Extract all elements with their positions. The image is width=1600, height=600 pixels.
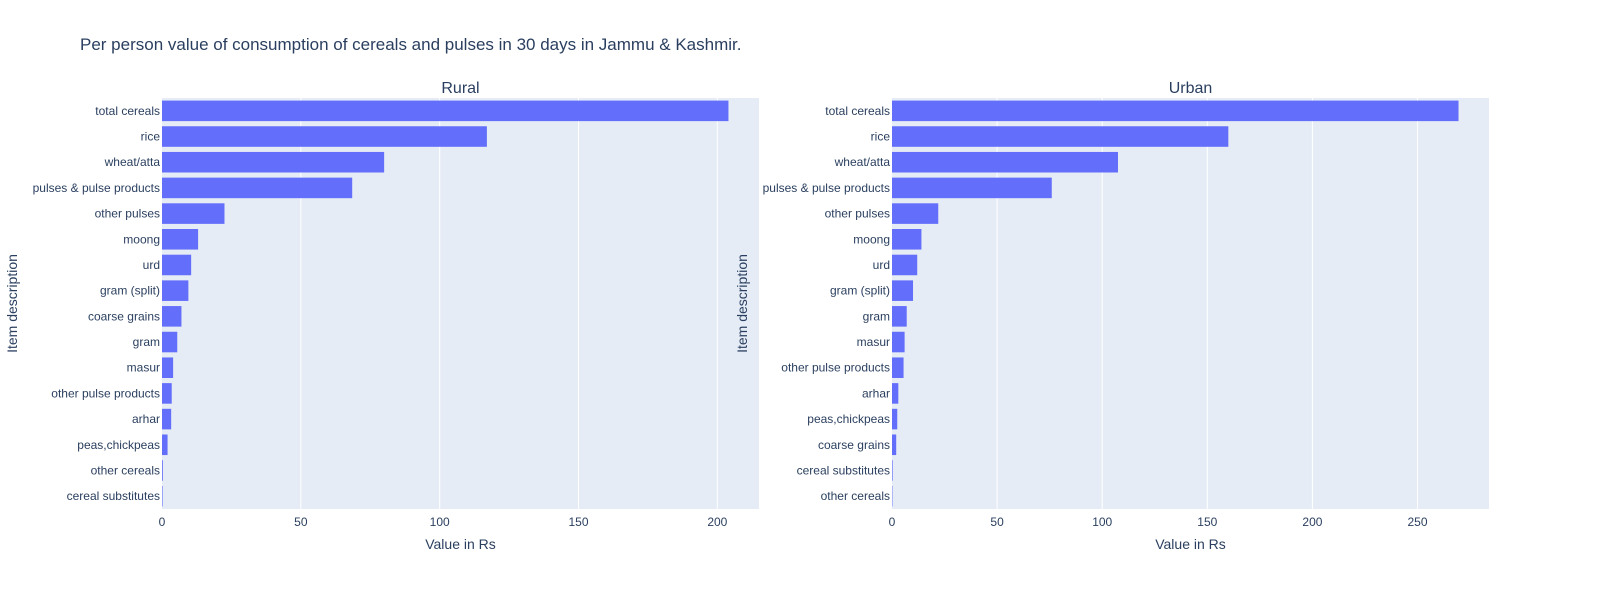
subplot-title: Rural	[441, 80, 479, 97]
bar	[162, 229, 199, 250]
y-tick-label: coarse grains	[818, 438, 890, 452]
x-tick-label: 250	[1408, 515, 1428, 529]
x-tick-label: 100	[430, 515, 450, 529]
y-tick-label: other pulse products	[781, 361, 890, 375]
x-tick-label: 100	[1092, 515, 1112, 529]
y-tick-label: wheat/atta	[104, 155, 161, 169]
y-tick-label: wheat/atta	[834, 155, 891, 169]
subplot-1: 0 50 100 150 200 250 total cereals rice wheat/at…	[734, 80, 1489, 552]
y-axis-title: Item description	[4, 254, 20, 353]
subplot-title: Urban	[1169, 80, 1213, 97]
bar	[892, 460, 893, 481]
chart-title: Per person value of consumption of cerea…	[80, 35, 741, 54]
y-tick-label: other pulses	[95, 207, 160, 221]
y-tick-label: masur	[127, 361, 160, 375]
x-tick-label: 150	[1197, 515, 1217, 529]
bar	[162, 280, 189, 301]
y-tick-label: other pulses	[825, 207, 890, 221]
x-axis-title: Value in Rs	[425, 536, 496, 552]
bar	[892, 434, 897, 456]
bar	[162, 151, 385, 173]
y-tick-label: total cereals	[95, 104, 160, 118]
bar	[892, 229, 922, 250]
y-tick-label: gram (split)	[100, 284, 160, 298]
bar	[892, 151, 1118, 173]
bar	[162, 177, 353, 199]
y-tick-label: gram	[133, 335, 160, 349]
bar	[162, 126, 487, 147]
y-tick-label: rice	[871, 130, 891, 144]
y-tick-label: moong	[123, 232, 160, 246]
x-tick-label: 50	[990, 515, 1004, 529]
y-tick-label: total cereals	[825, 104, 890, 118]
bar	[162, 331, 178, 353]
bar	[162, 485, 163, 507]
y-tick-label: gram (split)	[830, 284, 890, 298]
bar	[162, 383, 172, 404]
bar	[892, 357, 904, 378]
x-tick-label: 0	[159, 515, 166, 529]
x-tick-label: 150	[568, 515, 588, 529]
y-tick-label: peas,chickpeas	[77, 438, 160, 452]
bar	[892, 126, 1229, 147]
y-tick-label: gram	[863, 309, 890, 323]
y-tick-label: other cereals	[821, 489, 890, 503]
bar	[892, 306, 907, 327]
bar	[162, 254, 192, 276]
y-tick-label: urd	[143, 258, 160, 272]
y-tick-label: other pulse products	[51, 386, 160, 400]
y-tick-label: urd	[873, 258, 890, 272]
y-tick-label: arhar	[132, 412, 160, 426]
bar	[892, 408, 898, 430]
x-tick-label: 0	[889, 515, 896, 529]
y-tick-label: arhar	[862, 386, 890, 400]
subplot-0: 0 50 100 150 200 total cereals rice wheat/atta p…	[4, 80, 759, 552]
bar	[162, 100, 729, 122]
y-tick-label: coarse grains	[88, 309, 160, 323]
y-tick-label: pulses & pulse products	[763, 181, 890, 195]
bar	[892, 331, 905, 353]
bar	[162, 408, 172, 430]
bar	[162, 306, 182, 327]
x-tick-label: 50	[294, 515, 308, 529]
y-tick-label: cereal substitutes	[67, 489, 160, 503]
y-tick-label: masur	[857, 335, 890, 349]
bar	[162, 357, 174, 378]
bar	[892, 383, 899, 404]
bar	[162, 203, 225, 224]
y-tick-label: pulses & pulse products	[33, 181, 160, 195]
y-axis-title: Item description	[734, 254, 750, 353]
x-tick-label: 200	[707, 515, 727, 529]
bar	[892, 177, 1052, 199]
bar	[162, 460, 163, 481]
bar	[892, 100, 1459, 122]
y-tick-label: cereal substitutes	[797, 463, 890, 477]
y-tick-label: moong	[853, 232, 890, 246]
bar	[892, 254, 918, 276]
y-tick-label: peas,chickpeas	[807, 412, 890, 426]
y-tick-label: rice	[141, 130, 161, 144]
x-axis-title: Value in Rs	[1155, 536, 1226, 552]
bar	[892, 203, 939, 224]
y-tick-label: other cereals	[91, 463, 160, 477]
bar	[162, 434, 168, 456]
x-tick-label: 200	[1302, 515, 1322, 529]
bar	[892, 280, 914, 301]
